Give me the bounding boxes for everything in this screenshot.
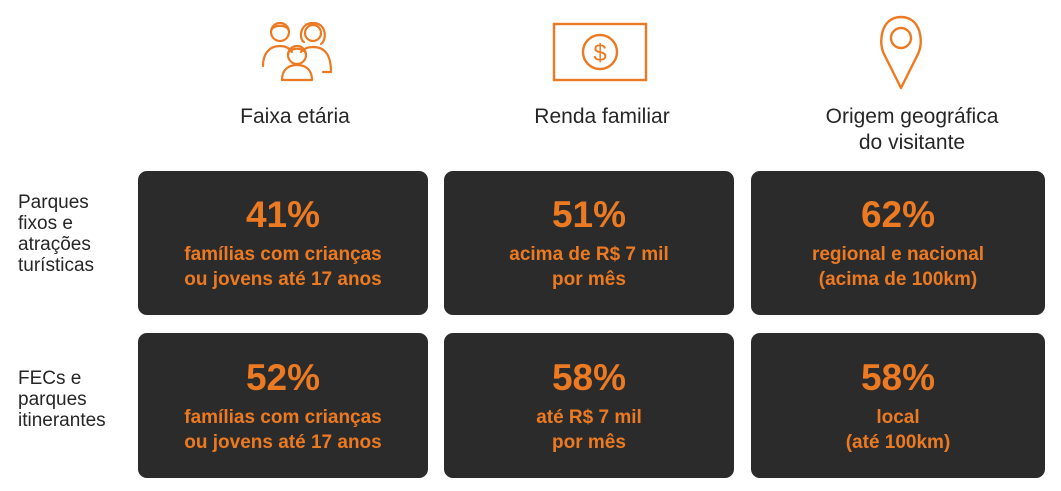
- svg-text:$: $: [593, 40, 606, 67]
- stat-card: 41% famílias com crianças ou jovens até …: [138, 171, 428, 315]
- row-label-fecs: FECs e parques itinerantes: [18, 368, 106, 431]
- stat-card: 58% até R$ 7 mil por mês: [444, 333, 734, 478]
- stat-description: local (até 100km): [845, 406, 951, 453]
- stat-value: 58%: [551, 356, 627, 398]
- column-header-age: Faixa etária: [240, 105, 350, 128]
- money-bill-icon: $: [552, 22, 648, 82]
- stat-value: 52%: [245, 356, 321, 398]
- stat-card: 52% famílias com crianças ou jovens até …: [138, 333, 428, 478]
- stat-card: 62% regional e nacional (acima de 100km): [751, 171, 1045, 315]
- stat-value: 41%: [245, 194, 321, 235]
- family-icon: [261, 21, 333, 82]
- stat-value: 58%: [860, 356, 936, 398]
- row-label-fixed-parks: Parques fixos e atrações turísticas: [18, 192, 95, 276]
- stat-value: 62%: [860, 194, 936, 235]
- stat-description: famílias com crianças ou jovens até 17 a…: [184, 406, 382, 453]
- stat-description: famílias com crianças ou jovens até 17 a…: [184, 244, 382, 290]
- stat-description: até R$ 7 mil por mês: [536, 406, 642, 453]
- column-header-origin: Origem geográfica do visitante: [825, 105, 999, 154]
- stat-value: 51%: [551, 194, 627, 235]
- column-header-income: Renda familiar: [534, 105, 670, 128]
- stat-description: acima de R$ 7 mil por mês: [509, 244, 669, 290]
- stat-card: 58% local (até 100km): [751, 333, 1045, 478]
- stat-description: regional e nacional (acima de 100km): [811, 244, 985, 290]
- location-pin-icon: [880, 15, 922, 90]
- stat-card: 51% acima de R$ 7 mil por mês: [444, 171, 734, 315]
